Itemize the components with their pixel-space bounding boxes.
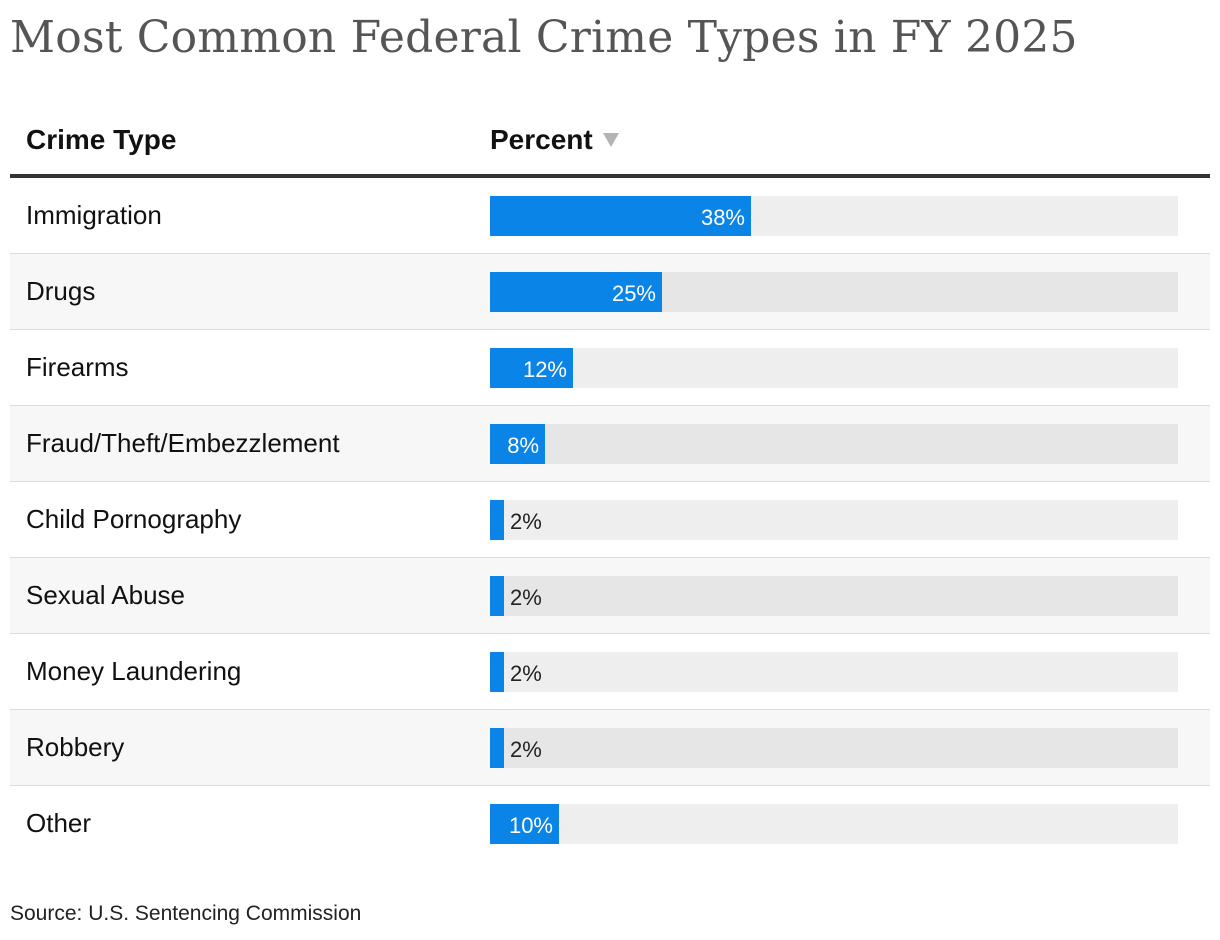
bar-track: 38% bbox=[490, 196, 1178, 236]
bar-value-label: 25% bbox=[611, 281, 656, 306]
crime-type-label: Other bbox=[26, 808, 92, 838]
crime-type-label: Firearms bbox=[26, 352, 129, 382]
crime-type-label: Drugs bbox=[26, 276, 96, 306]
table-row: Other 10% bbox=[10, 786, 1210, 861]
bar bbox=[490, 652, 504, 692]
crime-type-label: Money Laundering bbox=[26, 656, 242, 686]
bar-value-label: 2% bbox=[510, 737, 542, 762]
bar-track: 2% bbox=[490, 500, 1178, 540]
bar-track: 2% bbox=[490, 728, 1178, 768]
source-note: Source: U.S. Sentencing Commission bbox=[10, 902, 362, 925]
bar bbox=[490, 272, 662, 312]
crime-type-label: Fraud/Theft/Embezzlement bbox=[26, 428, 340, 458]
percent-column-header[interactable]: Percent bbox=[490, 124, 619, 156]
sort-descending-icon[interactable] bbox=[602, 132, 619, 147]
table-row: Robbery 2% bbox=[10, 710, 1210, 786]
table-header: Crime Type Percent bbox=[10, 106, 1210, 178]
bar bbox=[490, 804, 559, 844]
crime-type-label: Child Pornography bbox=[26, 504, 242, 534]
table-row: Fraud/Theft/Embezzlement 8% bbox=[10, 406, 1210, 482]
table-row: Firearms 12% bbox=[10, 330, 1210, 406]
bar-value-label: 8% bbox=[507, 433, 539, 458]
table-row: Immigration 38% bbox=[10, 178, 1210, 254]
crime-type-label: Sexual Abuse bbox=[26, 580, 186, 610]
bar-value-label: 2% bbox=[510, 585, 542, 610]
table-row: Sexual Abuse 2% bbox=[10, 558, 1210, 634]
bar-value-label: 2% bbox=[510, 509, 542, 534]
bar bbox=[490, 348, 573, 388]
bar bbox=[490, 424, 545, 464]
bar bbox=[490, 196, 751, 236]
bar-value-label: 12% bbox=[522, 357, 567, 382]
percent-column-label: Percent bbox=[490, 124, 593, 155]
crime-type-label: Robbery bbox=[26, 732, 125, 762]
bar-track: 8% bbox=[490, 424, 1178, 464]
table-body: Immigration 38% Drugs 25% Firearms 12% Fraud/T… bbox=[10, 178, 1210, 861]
table-row: Drugs 25% bbox=[10, 254, 1210, 330]
bar-value-label: 10% bbox=[508, 813, 553, 838]
crime-type-column-header[interactable]: Crime Type bbox=[26, 124, 177, 155]
table-row: Child Pornography 2% bbox=[10, 482, 1210, 558]
crime-type-table: Crime Type Percent Immigration 38% Drugs 25… bbox=[10, 106, 1210, 861]
bar-track: 10% bbox=[490, 804, 1178, 844]
bar bbox=[490, 728, 504, 768]
bar-track: 2% bbox=[490, 652, 1178, 692]
bar bbox=[490, 576, 504, 616]
table-row: Money Laundering 2% bbox=[10, 634, 1210, 710]
bar-track: 12% bbox=[490, 348, 1178, 388]
bar-track: 25% bbox=[490, 272, 1178, 312]
bar bbox=[490, 500, 504, 540]
bar-track: 2% bbox=[490, 576, 1178, 616]
crime-type-label: Immigration bbox=[26, 200, 162, 230]
bar-value-label: 2% bbox=[510, 661, 542, 686]
bar-value-label: 38% bbox=[700, 205, 745, 230]
chart-title: Most Common Federal Crime Types in FY 20… bbox=[10, 12, 1078, 63]
